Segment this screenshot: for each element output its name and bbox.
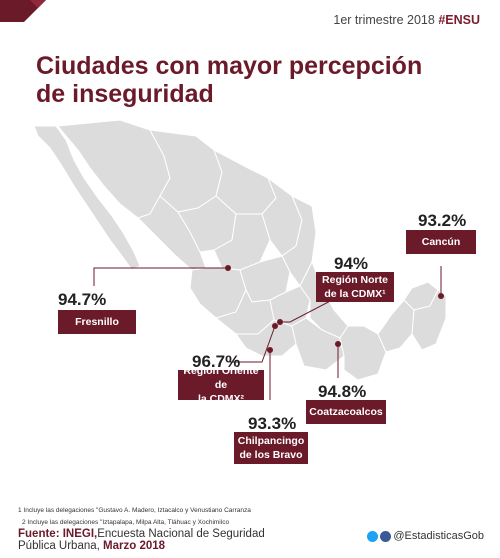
source-label: Fuente: INEGI,	[18, 528, 98, 540]
tamaulipas-region	[281, 194, 317, 287]
label-region-oriente: Región Oriente de la CDMX²	[178, 365, 264, 405]
sinaloa-region	[137, 195, 207, 271]
value-region-oriente: 96.7%	[192, 352, 241, 371]
marker-region-norte	[277, 319, 283, 325]
hashtag: #ENSU	[438, 13, 480, 27]
label-chilpancingo-line1: Chilpancingo	[237, 435, 305, 447]
label-region-norte-line1: Región Norte	[322, 274, 388, 286]
corner-decoration	[0, 0, 46, 22]
value-fresnillo: 94.7%	[58, 290, 107, 309]
label-region-oriente-line2: la CDMX²	[197, 393, 245, 405]
footnote-2: 2 Incluye las delegaciones "Iztapalapa, …	[22, 519, 230, 526]
twitter-icon[interactable]	[367, 530, 379, 542]
label-region-norte-line2: de la CDMX¹	[324, 288, 386, 300]
edition-header: 1er trimestre 2018 #ENSU	[333, 13, 480, 27]
label-coatzacoalcos: Coatzacoalcos	[306, 400, 386, 424]
label-cancun-line1: Cancún	[421, 236, 461, 248]
map-landmass	[33, 119, 447, 381]
value-cancun: 93.2%	[418, 211, 467, 230]
tabasco-chiapas-region	[339, 325, 387, 381]
marker-cancun	[438, 293, 444, 299]
social-handle[interactable]: @EstadisticasGob	[393, 530, 484, 542]
footnotes: 1 Incluye las delegaciones "Gustavo A. M…	[18, 505, 251, 529]
source-credit: Fuente: INEGI,Encuesta Nacional de Segur…	[18, 528, 265, 552]
city-markers	[225, 265, 444, 353]
label-chilpancingo: Chilpancingo de los Bravo	[234, 432, 308, 464]
social-links: @EstadisticasGob	[367, 530, 484, 542]
marker-chilpancingo	[267, 347, 273, 353]
label-fresnillo: Fresnillo	[58, 310, 136, 334]
title-line1: Ciudades con mayor percepción	[36, 52, 423, 80]
source-text2: Pública Urbana,	[18, 540, 100, 552]
source-text1: Encuesta Nacional de Seguridad	[97, 528, 265, 540]
label-region-oriente-line1: Región Oriente de	[183, 365, 259, 391]
campeche-region	[377, 299, 415, 353]
marker-region-oriente	[272, 323, 278, 329]
footnote-1: 1 Incluye las delegaciones "Gustavo A. M…	[18, 507, 251, 514]
page-title: Ciudades con mayor percepción de insegur…	[36, 52, 476, 108]
title-line2: de inseguridad	[36, 80, 214, 108]
facebook-icon[interactable]	[380, 530, 392, 542]
label-coatzacoalcos-line1: Coatzacoalcos	[309, 406, 383, 418]
label-cancun: Cancún	[406, 230, 476, 254]
marker-fresnillo	[225, 265, 231, 271]
label-region-norte: Región Norte de la CDMX¹	[316, 272, 394, 302]
value-chilpancingo: 93.3%	[248, 414, 297, 433]
leader-region-oriente	[230, 325, 276, 363]
edition-text: 1er trimestre 2018	[333, 13, 435, 27]
label-chilpancingo-line2: de los Bravo	[239, 449, 303, 461]
label-fresnillo-line1: Fresnillo	[75, 316, 119, 328]
source-date: Marzo 2018	[103, 540, 166, 552]
leader-fresnillo	[93, 267, 228, 286]
marker-coatzacoalcos	[335, 341, 341, 347]
value-coatzacoalcos: 94.8%	[318, 382, 367, 401]
value-region-norte: 94%	[334, 254, 369, 273]
